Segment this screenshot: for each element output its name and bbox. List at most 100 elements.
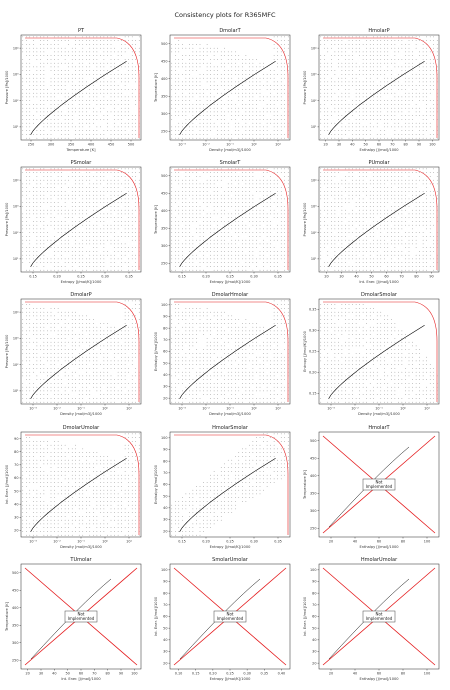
state-point [242,100,243,101]
state-point [33,36,34,38]
state-point [366,119,367,120]
state-point [89,36,91,38]
state-point [171,85,173,86]
state-point [345,262,346,263]
state-point [199,130,201,131]
state-point [26,398,27,399]
state-point [128,213,129,215]
state-point [135,239,136,241]
state-point [408,51,410,53]
state-point [217,92,218,94]
state-point [57,262,59,263]
state-point [103,36,105,38]
state-point [341,258,343,260]
state-point [206,247,208,248]
state-point [57,81,59,83]
state-point [22,59,24,60]
state-point [359,111,360,113]
state-point [320,236,322,237]
state-point [128,209,129,211]
state-point [331,85,332,86]
state-point [245,172,247,173]
state-point [26,254,27,256]
state-point [391,187,392,188]
state-point [220,122,222,124]
state-point [189,66,190,68]
state-point [345,70,346,71]
state-point [206,262,208,263]
state-point [75,221,76,222]
state-point [128,258,129,260]
state-point [40,239,41,241]
state-point [277,172,278,173]
state-point [213,81,215,83]
state-point [284,266,285,267]
state-point [117,243,119,245]
state-point [391,89,392,90]
state-point [96,266,98,267]
state-point [224,111,225,113]
state-point [231,213,233,215]
state-point [369,89,371,90]
state-point [242,70,243,71]
state-point [373,262,374,263]
state-point [182,243,183,245]
state-point [64,266,66,267]
limit-boundary [323,169,438,270]
state-point [273,172,275,173]
state-point [245,92,247,94]
state-point [334,40,336,41]
state-point [284,137,285,139]
state-point [47,269,48,271]
state-point [203,130,204,131]
state-point [196,115,197,116]
state-point [54,217,55,218]
state-point [75,213,76,215]
state-point [57,74,59,75]
state-point [75,262,76,263]
state-point [256,221,257,222]
state-point [114,239,115,241]
state-point [245,122,247,124]
state-point [227,217,229,218]
state-point [100,107,101,109]
state-point [352,183,353,185]
state-point [280,224,282,226]
state-point [433,224,434,226]
state-point [426,254,427,256]
state-point [182,202,183,203]
state-point [270,92,271,94]
state-point [426,119,427,120]
state-point [270,224,271,226]
state-point [71,126,73,128]
state-point [380,81,382,83]
state-point [82,179,84,181]
state-point [245,269,247,271]
state-point [26,202,27,203]
state-point [138,179,140,181]
state-point [359,262,360,263]
state-point [189,232,190,233]
state-point [422,168,424,170]
state-point [47,59,48,60]
state-point [93,100,94,101]
state-point [224,51,225,53]
state-point [175,209,176,211]
state-point [412,239,413,241]
state-point [256,92,257,94]
state-point [252,176,254,177]
state-point [242,62,243,64]
state-point [189,206,190,207]
state-point [242,258,243,260]
state-point [245,176,247,177]
state-point [387,81,389,83]
state-point [82,209,84,211]
state-point [138,36,140,38]
state-point [114,96,115,98]
state-point [75,77,76,79]
state-point [57,119,59,120]
state-point [352,198,353,200]
state-point [75,47,76,49]
state-point [373,217,374,218]
